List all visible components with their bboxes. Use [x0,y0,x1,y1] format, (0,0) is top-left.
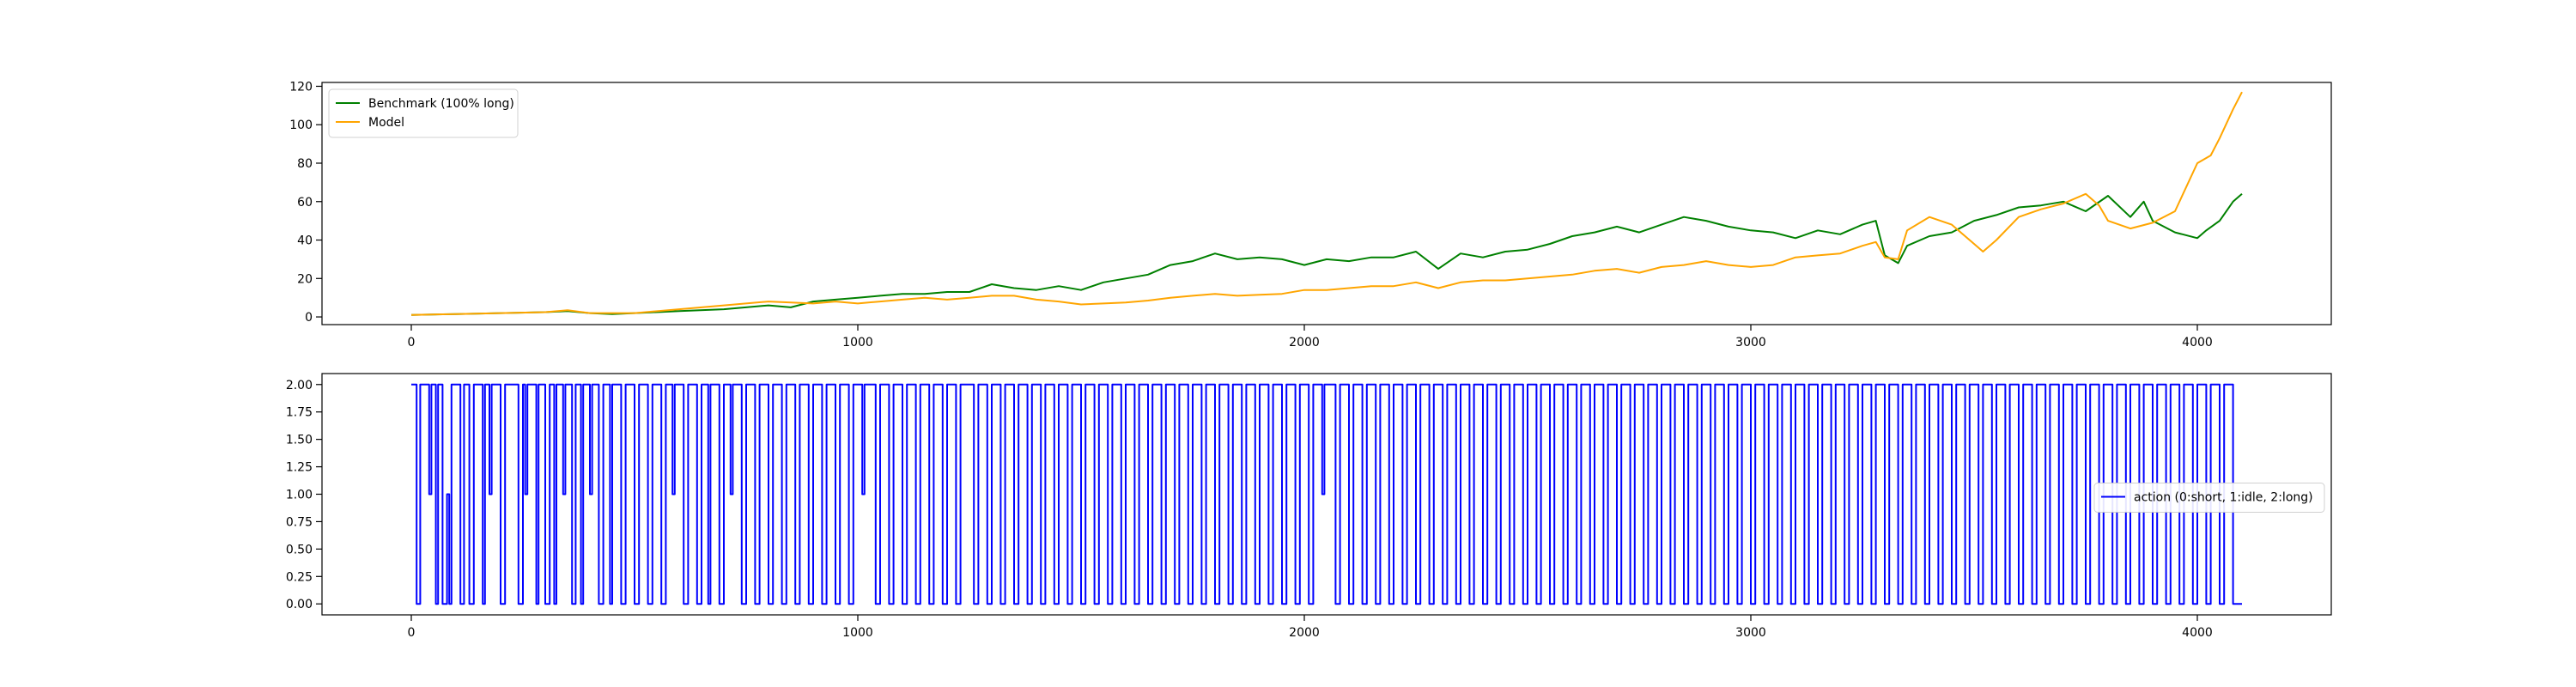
series-line-0-1 [410,91,2243,316]
legend-label-1-0: action (0:short, 1:idle, 2:long) [2134,491,2313,505]
action-chart: 0 1000 2000 3000 4000 0.00 0.25 0.50 0.75 1.00 1.2… [286,373,2332,640]
y-tick-label-1-8: 2.00 [286,379,313,392]
legend-box-1 [2093,483,2325,513]
x-tick-label-0-0: 0 [408,336,416,350]
x-tick-label-1-2: 2000 [1289,626,1320,640]
legend-label-0-0: Benchmark (100% long) [368,97,514,111]
series-line-0-0 [410,193,2243,316]
y-tick-label-1-4: 1.00 [286,489,313,502]
y-tick-label-0-1: 20 [297,272,313,286]
x-tick-label-1-4: 4000 [2182,626,2213,640]
y-tick-label-0-4: 80 [297,157,313,171]
y-tick-label-0-6: 120 [289,80,313,94]
legend-0: Benchmark (100% long) Model [328,88,519,138]
series-line-1-0 [411,383,2242,605]
y-tick-label-1-5: 1.25 [286,461,313,475]
x-tick-label-1-3: 3000 [1735,626,1766,640]
legend-box-0 [328,88,519,138]
x-tick-label-0-4: 4000 [2182,336,2213,350]
y-tick-label-1-2: 0.50 [286,543,313,556]
y-tick-label-0-2: 40 [297,234,313,248]
y-tick-label-1-7: 1.75 [286,406,313,420]
legend-label-0-1: Model [368,116,404,130]
x-tick-label-0-1: 1000 [842,336,873,350]
legend-1: action (0:short, 1:idle, 2:long) [2093,483,2325,513]
y-tick-label-1-6: 1.50 [286,434,313,447]
y-tick-label-1-0: 0.00 [286,598,313,611]
y-tick-label-0-0: 0 [305,311,313,325]
x-tick-label-1-0: 0 [408,626,416,640]
x-tick-label-0-3: 3000 [1735,336,1766,350]
y-tick-label-1-1: 0.25 [286,570,313,584]
axes-frame-0 [321,82,2332,325]
x-tick-label-1-1: 1000 [842,626,873,640]
y-tick-label-0-5: 100 [289,119,313,132]
y-tick-label-1-3: 0.75 [286,515,313,529]
y-tick-label-0-3: 60 [297,196,313,210]
x-tick-label-0-2: 2000 [1289,336,1320,350]
benchmark-vs-model-chart: 0 1000 2000 3000 4000 0 20 40 60 80 100 120 Benchmar… [289,80,2332,350]
